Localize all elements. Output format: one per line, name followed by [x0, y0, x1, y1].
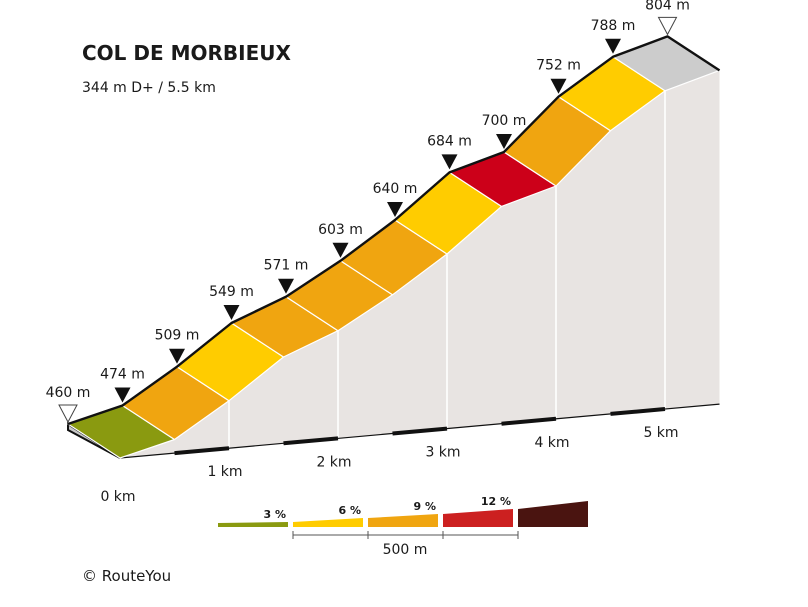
elevation-marker — [550, 78, 567, 94]
elevation-marker — [387, 202, 403, 217]
chart-subtitle: 344 m D+ / 5.5 km — [82, 80, 216, 96]
elevation-marker — [114, 387, 131, 403]
elevation-marker — [278, 278, 294, 294]
profile-side-wall — [120, 70, 720, 459]
elevation-label: 460 m — [46, 385, 91, 401]
km-label: 2 km — [316, 454, 351, 470]
elevation-marker — [332, 242, 349, 258]
ground-tick-segment — [392, 426, 448, 436]
km-label: 0 km — [100, 489, 135, 505]
elevation-marker — [169, 348, 185, 364]
elevation-label: 684 m — [427, 133, 472, 149]
elevation-label: 752 m — [536, 58, 581, 74]
scale-label: 500 m — [383, 542, 428, 558]
profile-ridge-outline — [67, 35, 721, 426]
elevation-marker — [605, 38, 621, 54]
legend-label: 9 % — [413, 500, 436, 513]
km-label: 3 km — [425, 445, 460, 461]
elevation-marker — [496, 134, 512, 149]
ground-tick-segment — [610, 407, 666, 416]
endpoint-marker — [58, 404, 78, 424]
km-label: 1 km — [207, 464, 242, 480]
km-label: 4 km — [534, 435, 569, 451]
legend-label: 12 % — [481, 495, 511, 508]
legend-swatch — [443, 509, 513, 527]
elevation-label: 700 m — [482, 113, 527, 129]
chart-title: COL DE MORBIEUX — [82, 41, 292, 65]
legend-swatch — [293, 518, 363, 527]
elevation-label: 571 m — [264, 258, 309, 274]
elevation-label: 804 m — [645, 0, 690, 13]
credit-text: © RouteYou — [82, 567, 171, 585]
endpoint-marker — [657, 16, 678, 36]
elevation-label: 509 m — [155, 328, 200, 344]
elevation-label: 788 m — [591, 18, 636, 34]
legend-swatch — [368, 514, 438, 527]
ground-tick-segment — [174, 446, 230, 456]
profile-group: 460 m 474 m 509 m 549 m 571 m 603 m 640 m 684 m… — [46, 0, 721, 505]
elevation-label: 640 m — [373, 181, 418, 197]
elevation-label: 603 m — [318, 222, 363, 238]
legend-label: 3 % — [263, 508, 286, 521]
gradient-legend: 3 % 6 % 9 % 12 % 500 m — [218, 495, 588, 558]
ground-tick-segment — [283, 436, 339, 446]
km-label: 5 km — [643, 425, 678, 441]
legend-swatch — [518, 501, 588, 527]
legend-swatch — [218, 522, 288, 527]
elevation-label: 549 m — [209, 284, 254, 300]
elevation-label: 474 m — [100, 367, 145, 383]
elevation-marker — [223, 305, 240, 320]
elevation-marker — [441, 154, 458, 170]
ground-tick-segment — [501, 416, 557, 426]
legend-label: 6 % — [338, 504, 361, 517]
